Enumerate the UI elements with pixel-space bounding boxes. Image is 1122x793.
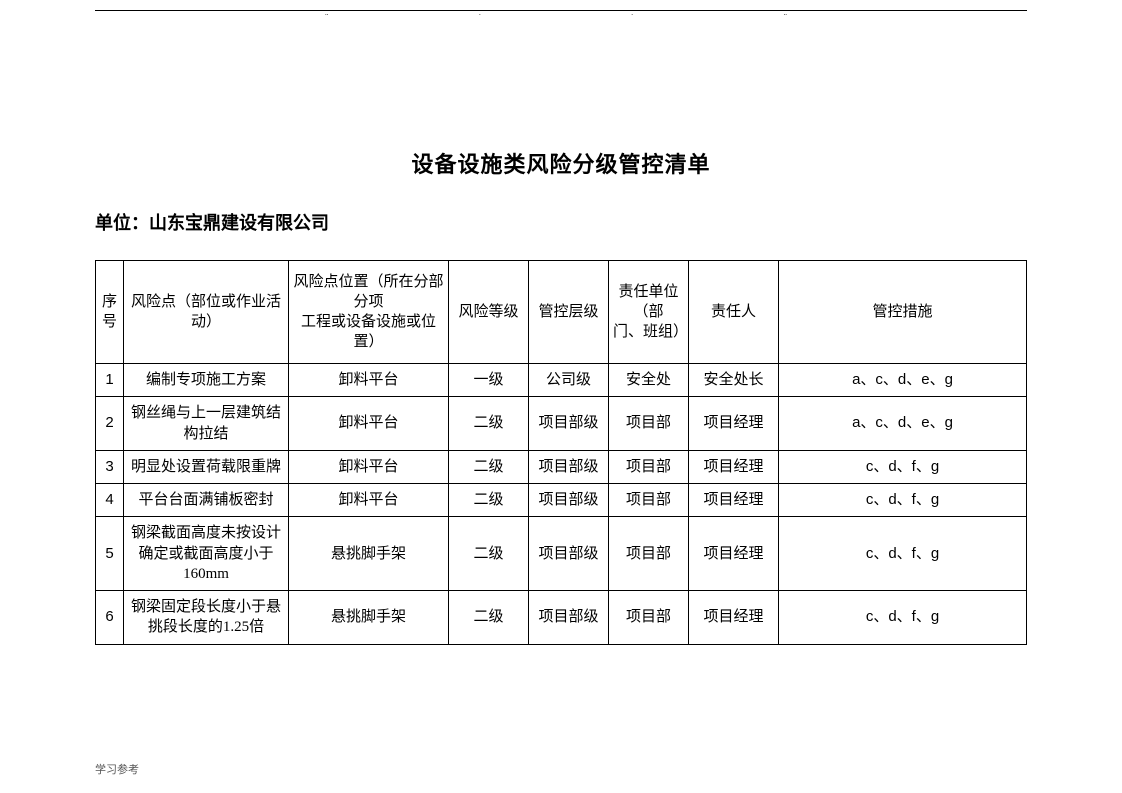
org-name: 山东宝鼎建设有限公司 bbox=[149, 213, 329, 233]
cell-level: 二级 bbox=[449, 450, 529, 483]
cell-seq: 6 bbox=[96, 591, 124, 645]
cell-measure: a、c、d、e、g bbox=[779, 364, 1027, 397]
cell-resp: 项目经理 bbox=[689, 484, 779, 517]
col-measure: 管控措施 bbox=[779, 261, 1027, 364]
cell-ctrl: 项目部级 bbox=[529, 591, 609, 645]
cell-risk: 钢梁固定段长度小于悬挑段长度的1.25倍 bbox=[124, 591, 289, 645]
tick: .. bbox=[325, 9, 329, 17]
col-unit-l2: 门、班组） bbox=[613, 324, 688, 340]
page-title: 设备设施类风险分级管控清单 bbox=[95, 147, 1027, 179]
cell-seq: 1 bbox=[96, 364, 124, 397]
cell-measure: c、d、f、g bbox=[779, 517, 1027, 591]
cell-unit: 项目部 bbox=[609, 450, 689, 483]
col-unit: 责任单位（部 门、班组） bbox=[609, 261, 689, 364]
cell-measure: a、c、d、e、g bbox=[779, 397, 1027, 451]
table-row: 4平台台面满铺板密封卸料平台二级项目部级项目部项目经理c、d、f、g bbox=[96, 484, 1027, 517]
col-loc-l1: 风险点位置（所在分部分项 bbox=[293, 274, 443, 310]
cell-loc: 卸料平台 bbox=[289, 450, 449, 483]
cell-measure: c、d、f、g bbox=[779, 484, 1027, 517]
cell-resp: 项目经理 bbox=[689, 591, 779, 645]
cell-ctrl: 项目部级 bbox=[529, 484, 609, 517]
table-row: 3明显处设置荷载限重牌卸料平台二级项目部级项目部项目经理c、d、f、g bbox=[96, 450, 1027, 483]
cell-loc: 卸料平台 bbox=[289, 397, 449, 451]
table-row: 2钢丝绳与上一层建筑结构拉结卸料平台二级项目部级项目部项目经理a、c、d、e、g bbox=[96, 397, 1027, 451]
tick: . bbox=[479, 9, 481, 17]
col-ctrl: 管控层级 bbox=[529, 261, 609, 364]
cell-loc: 悬挑脚手架 bbox=[289, 591, 449, 645]
cell-ctrl: 项目部级 bbox=[529, 397, 609, 451]
cell-unit: 项目部 bbox=[609, 517, 689, 591]
org-label: 单位： bbox=[95, 213, 149, 233]
cell-resp: 项目经理 bbox=[689, 450, 779, 483]
header-ticks: .. . . .. bbox=[95, 9, 1027, 17]
cell-unit: 安全处 bbox=[609, 364, 689, 397]
cell-level: 一级 bbox=[449, 364, 529, 397]
cell-loc: 卸料平台 bbox=[289, 364, 449, 397]
cell-risk: 钢梁截面高度未按设计确定或截面高度小于160mm bbox=[124, 517, 289, 591]
col-loc: 风险点位置（所在分部分项 工程或设备设施或位置） bbox=[289, 261, 449, 364]
org-line: 单位：山东宝鼎建设有限公司 bbox=[95, 209, 1027, 235]
cell-risk: 平台台面满铺板密封 bbox=[124, 484, 289, 517]
col-risk: 风险点（部位或作业活动） bbox=[124, 261, 289, 364]
cell-ctrl: 项目部级 bbox=[529, 450, 609, 483]
cell-risk: 明显处设置荷载限重牌 bbox=[124, 450, 289, 483]
cell-seq: 3 bbox=[96, 450, 124, 483]
cell-unit: 项目部 bbox=[609, 397, 689, 451]
cell-resp: 安全处长 bbox=[689, 364, 779, 397]
cell-level: 二级 bbox=[449, 591, 529, 645]
table-row: 5钢梁截面高度未按设计确定或截面高度小于160mm悬挑脚手架二级项目部级项目部项… bbox=[96, 517, 1027, 591]
cell-resp: 项目经理 bbox=[689, 517, 779, 591]
tick: .. bbox=[784, 9, 788, 17]
col-resp: 责任人 bbox=[689, 261, 779, 364]
risk-table: 序号 风险点（部位或作业活动） 风险点位置（所在分部分项 工程或设备设施或位置）… bbox=[95, 260, 1027, 645]
cell-seq: 2 bbox=[96, 397, 124, 451]
cell-loc: 悬挑脚手架 bbox=[289, 517, 449, 591]
cell-unit: 项目部 bbox=[609, 484, 689, 517]
col-seq: 序号 bbox=[96, 261, 124, 364]
cell-resp: 项目经理 bbox=[689, 397, 779, 451]
table-row: 6钢梁固定段长度小于悬挑段长度的1.25倍悬挑脚手架二级项目部级项目部项目经理c… bbox=[96, 591, 1027, 645]
cell-level: 二级 bbox=[449, 397, 529, 451]
cell-unit: 项目部 bbox=[609, 591, 689, 645]
cell-loc: 卸料平台 bbox=[289, 484, 449, 517]
cell-risk: 编制专项施工方案 bbox=[124, 364, 289, 397]
footer-text: 学习参考 bbox=[95, 761, 139, 777]
cell-level: 二级 bbox=[449, 484, 529, 517]
cell-seq: 5 bbox=[96, 517, 124, 591]
col-unit-l1: 责任单位（部 bbox=[618, 284, 678, 320]
table-header-row: 序号 风险点（部位或作业活动） 风险点位置（所在分部分项 工程或设备设施或位置）… bbox=[96, 261, 1027, 364]
cell-ctrl: 项目部级 bbox=[529, 517, 609, 591]
table-row: 1编制专项施工方案卸料平台一级公司级安全处安全处长a、c、d、e、g bbox=[96, 364, 1027, 397]
col-loc-l2: 工程或设备设施或位置） bbox=[301, 314, 436, 350]
cell-measure: c、d、f、g bbox=[779, 450, 1027, 483]
cell-risk: 钢丝绳与上一层建筑结构拉结 bbox=[124, 397, 289, 451]
tick: . bbox=[631, 9, 633, 17]
cell-level: 二级 bbox=[449, 517, 529, 591]
cell-seq: 4 bbox=[96, 484, 124, 517]
cell-measure: c、d、f、g bbox=[779, 591, 1027, 645]
cell-ctrl: 公司级 bbox=[529, 364, 609, 397]
col-level: 风险等级 bbox=[449, 261, 529, 364]
